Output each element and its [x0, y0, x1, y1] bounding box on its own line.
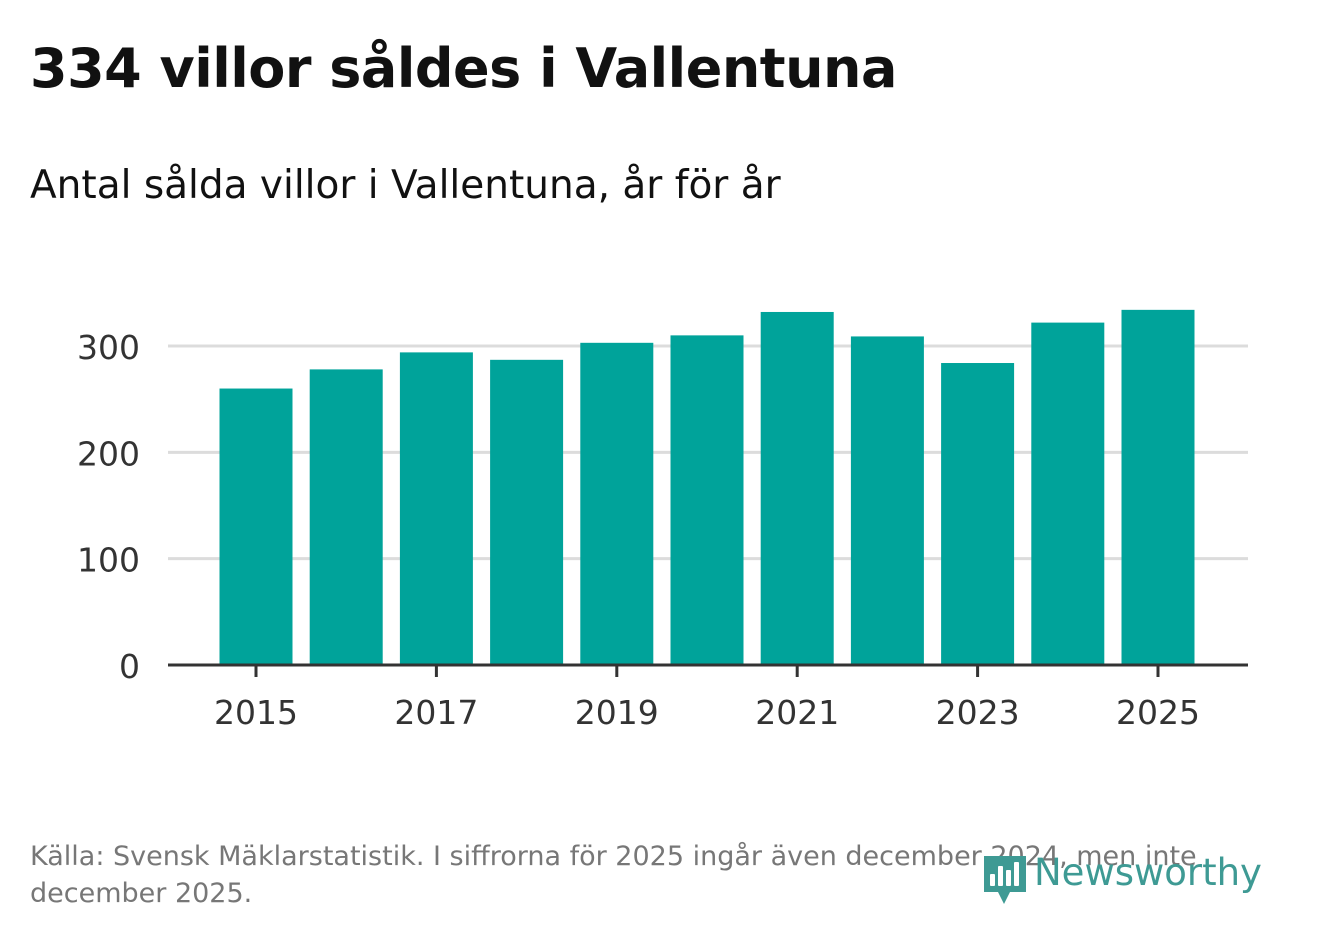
x-tick-label-2021: 2021: [755, 693, 839, 732]
bar-2024: [1031, 322, 1105, 665]
newsworthy-logo: Newsworthy: [980, 846, 1262, 910]
bar-chart: 0 100 200 300 2015 2017 2019 2021 2023 2025: [77, 309, 1248, 732]
bar-2016: [309, 369, 383, 665]
y-tick-label-0: 0: [119, 647, 140, 686]
bars: [219, 309, 1195, 665]
y-tick-label-200: 200: [77, 434, 140, 473]
x-tick-label-2019: 2019: [575, 693, 659, 732]
x-tick-label-2017: 2017: [394, 693, 478, 732]
bar-2017: [399, 352, 473, 665]
y-axis-labels: 0 100 200 300: [77, 328, 140, 686]
x-tick-label-2023: 2023: [936, 693, 1020, 732]
y-tick-label-100: 100: [77, 541, 140, 580]
chart-title: 334 villor såldes i Vallentuna: [30, 37, 897, 100]
bar-2023: [941, 363, 1015, 665]
bar-2025: [1121, 309, 1195, 665]
bar-chart-speech-bubble-icon: [984, 856, 1026, 904]
bar-2019: [580, 342, 654, 665]
x-tick-label-2025: 2025: [1116, 693, 1200, 732]
bar-2021: [760, 311, 834, 665]
bar-2020: [670, 335, 744, 665]
chart-subtitle: Antal sålda villor i Vallentuna, år för …: [30, 163, 781, 208]
bar-2015: [219, 388, 293, 665]
x-axis-labels: 2015 2017 2019 2021 2023 2025: [214, 693, 1200, 732]
bar-2018: [490, 359, 564, 665]
y-tick-label-300: 300: [77, 328, 140, 367]
x-axis: [168, 663, 1248, 677]
logo-wordmark: Newsworthy: [1034, 851, 1262, 894]
x-tick-label-2015: 2015: [214, 693, 298, 732]
bar-2022: [850, 336, 924, 665]
